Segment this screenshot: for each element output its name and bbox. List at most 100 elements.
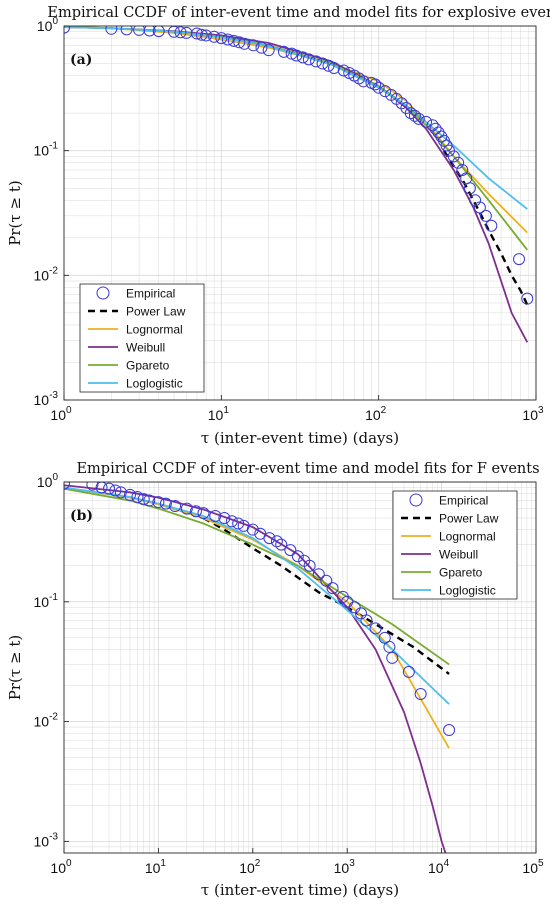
- data-point-empirical: [262, 44, 275, 57]
- legend-label-empirical: Empirical: [439, 494, 488, 508]
- data-point-empirical: [443, 724, 456, 737]
- series-layer: [64, 482, 456, 853]
- series-layer: [64, 26, 534, 343]
- data-point-empirical: [233, 36, 246, 49]
- x-tick-label: 102: [239, 858, 261, 876]
- data-point-empirical: [275, 538, 288, 551]
- data-point-empirical: [180, 502, 193, 515]
- y-tick-label: 100: [37, 472, 59, 490]
- data-point-empirical: [284, 544, 297, 557]
- data-point-empirical: [473, 201, 486, 214]
- legend-label-power-law: Power Law: [126, 305, 186, 319]
- data-point-empirical: [485, 219, 498, 232]
- data-point-empirical: [426, 119, 439, 132]
- x-tick-label: 102: [365, 405, 387, 423]
- data-point-empirical: [143, 494, 156, 507]
- data-point-empirical: [322, 59, 335, 72]
- data-point-empirical: [218, 512, 231, 525]
- data-point-empirical: [386, 651, 399, 664]
- data-point-empirical: [447, 150, 460, 163]
- data-point-empirical: [348, 601, 361, 614]
- data-point-empirical: [277, 45, 290, 58]
- grid: [64, 26, 536, 400]
- data-point-empirical: [337, 64, 350, 77]
- legend-marker-empirical: [409, 493, 423, 507]
- data-point-empirical: [395, 97, 408, 110]
- x-tick-label: 100: [50, 405, 72, 423]
- data-point-empirical: [270, 535, 283, 548]
- legend-label-lognormal: Lognormal: [439, 530, 496, 544]
- data-point-empirical: [143, 26, 156, 37]
- data-point-empirical: [379, 85, 392, 98]
- x-axis-label: τ (inter-event time) (days): [201, 881, 399, 899]
- y-tick-label: 10-2: [34, 265, 59, 283]
- grid: [64, 482, 536, 853]
- data-point-empirical: [247, 39, 260, 52]
- data-point-empirical: [169, 500, 182, 513]
- data-point-empirical: [174, 26, 187, 39]
- chart-title: Empirical CCDF of inter-event time and m…: [47, 5, 550, 21]
- data-point-empirical: [189, 505, 202, 518]
- data-point-empirical: [452, 156, 465, 169]
- x-tick-label: 104: [428, 858, 450, 876]
- data-point-empirical: [215, 32, 228, 45]
- data-point-empirical: [303, 559, 316, 572]
- x-tick-label: 103: [334, 858, 356, 876]
- legend-label-loglogistic: Loglogistic: [439, 584, 496, 598]
- legend: Empirical Power Law Lognormal Weibull Gparet…: [79, 283, 205, 393]
- data-point-empirical: [326, 582, 339, 595]
- legend-label-power-law: Power Law: [439, 512, 499, 526]
- data-point-empirical: [109, 484, 122, 497]
- data-point-empirical: [197, 507, 210, 520]
- data-point-empirical: [208, 30, 221, 43]
- axes-box: [63, 25, 537, 401]
- data-point-empirical: [86, 482, 99, 491]
- data-point-empirical: [291, 550, 304, 563]
- data-point-empirical: [123, 488, 136, 501]
- y-tick-label: 100: [37, 16, 59, 34]
- data-point-empirical: [429, 122, 442, 135]
- data-point-empirical: [310, 55, 323, 68]
- y-tick-label: 10-1: [34, 592, 59, 610]
- data-point-empirical: [152, 496, 165, 509]
- legend-box: [79, 283, 205, 393]
- data-point-empirical: [255, 41, 268, 54]
- data-point-empirical: [312, 568, 325, 581]
- data-point-empirical: [232, 517, 245, 530]
- data-point-empirical: [290, 49, 303, 62]
- data-point-empirical: [320, 574, 333, 587]
- data-point-empirical: [414, 687, 427, 700]
- data-point-empirical: [456, 163, 469, 176]
- data-point-empirical: [114, 486, 127, 499]
- data-point-empirical: [296, 51, 309, 64]
- data-point-empirical: [357, 75, 370, 88]
- data-point-empirical: [221, 33, 234, 46]
- panel-label: (a): [70, 52, 92, 68]
- data-point-empirical: [95, 482, 108, 494]
- data-point-empirical: [103, 482, 116, 495]
- data-point-empirical: [369, 78, 382, 91]
- chart-title: Empirical CCDF of inter-event time and m…: [76, 461, 539, 477]
- data-point-empirical: [225, 515, 238, 528]
- x-tick-label: 105: [522, 858, 544, 876]
- data-point-empirical: [432, 126, 445, 139]
- legend-marker-empirical: [96, 286, 110, 300]
- data-point-empirical: [159, 497, 172, 510]
- data-point-empirical: [120, 26, 133, 36]
- data-point-empirical: [105, 26, 118, 35]
- data-point-empirical: [463, 182, 476, 195]
- data-point-empirical: [131, 490, 144, 503]
- data-point-empirical: [404, 107, 417, 120]
- data-point-empirical: [137, 493, 150, 506]
- legend-label-weibull: Weibull: [439, 548, 478, 562]
- data-point-empirical: [360, 614, 373, 627]
- data-point-empirical: [190, 27, 203, 40]
- data-point-empirical: [64, 482, 70, 490]
- data-point-empirical: [316, 57, 329, 70]
- series-line-loglogistic: [64, 486, 450, 705]
- legend-label-loglogistic: Loglogistic: [126, 377, 183, 391]
- legend-label-empirical: Empirical: [126, 287, 175, 301]
- data-point-empirical: [200, 29, 213, 42]
- legend-label-lognormal: Lognormal: [126, 323, 183, 337]
- y-tick-label: 10-3: [34, 831, 59, 849]
